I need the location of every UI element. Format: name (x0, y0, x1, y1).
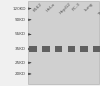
Text: 120KD: 120KD (12, 7, 26, 11)
Bar (42, 46, 50, 52)
Text: Thymus: Thymus (97, 2, 100, 17)
Bar (68, 46, 75, 52)
Bar (93, 46, 100, 52)
Text: 90KD: 90KD (15, 18, 26, 22)
Text: HeLa: HeLa (46, 2, 56, 12)
Text: Lung: Lung (84, 2, 94, 12)
Text: HepG2: HepG2 (59, 2, 72, 15)
Bar (29, 46, 37, 52)
Text: 20KD: 20KD (15, 72, 26, 76)
Text: PC-3: PC-3 (71, 2, 81, 12)
Text: 55KD: 55KD (15, 32, 26, 36)
Text: 35KD: 35KD (15, 47, 26, 51)
Bar (80, 46, 88, 52)
Text: K562: K562 (33, 2, 44, 12)
Bar (55, 46, 62, 52)
Text: 25KD: 25KD (15, 61, 26, 65)
Bar (28, 1, 99, 84)
